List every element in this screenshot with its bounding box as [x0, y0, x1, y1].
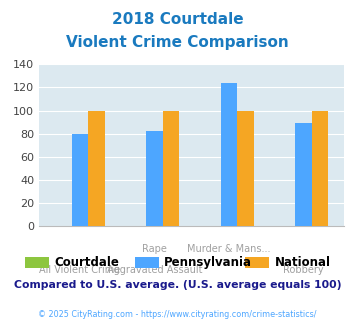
Text: © 2025 CityRating.com - https://www.cityrating.com/crime-statistics/: © 2025 CityRating.com - https://www.city… — [38, 310, 317, 319]
Bar — [88, 111, 105, 226]
Bar — [295, 123, 312, 226]
Text: Pennsylvania: Pennsylvania — [164, 256, 252, 269]
Text: Aggravated Assault: Aggravated Assault — [107, 265, 202, 275]
Text: 2018 Courtdale: 2018 Courtdale — [112, 12, 243, 26]
Bar — [221, 83, 237, 226]
Text: National: National — [274, 256, 331, 269]
Bar — [237, 111, 253, 226]
Bar — [72, 134, 88, 226]
Text: Robbery: Robbery — [283, 265, 324, 275]
Bar — [146, 131, 163, 226]
Text: All Violent Crime: All Violent Crime — [39, 265, 121, 275]
Text: Rape: Rape — [142, 244, 167, 254]
Bar — [163, 111, 179, 226]
Text: Compared to U.S. average. (U.S. average equals 100): Compared to U.S. average. (U.S. average … — [14, 280, 341, 290]
Text: Courtdale: Courtdale — [54, 256, 119, 269]
Text: Violent Crime Comparison: Violent Crime Comparison — [66, 35, 289, 50]
Text: Murder & Mans...: Murder & Mans... — [187, 244, 271, 254]
Bar — [312, 111, 328, 226]
